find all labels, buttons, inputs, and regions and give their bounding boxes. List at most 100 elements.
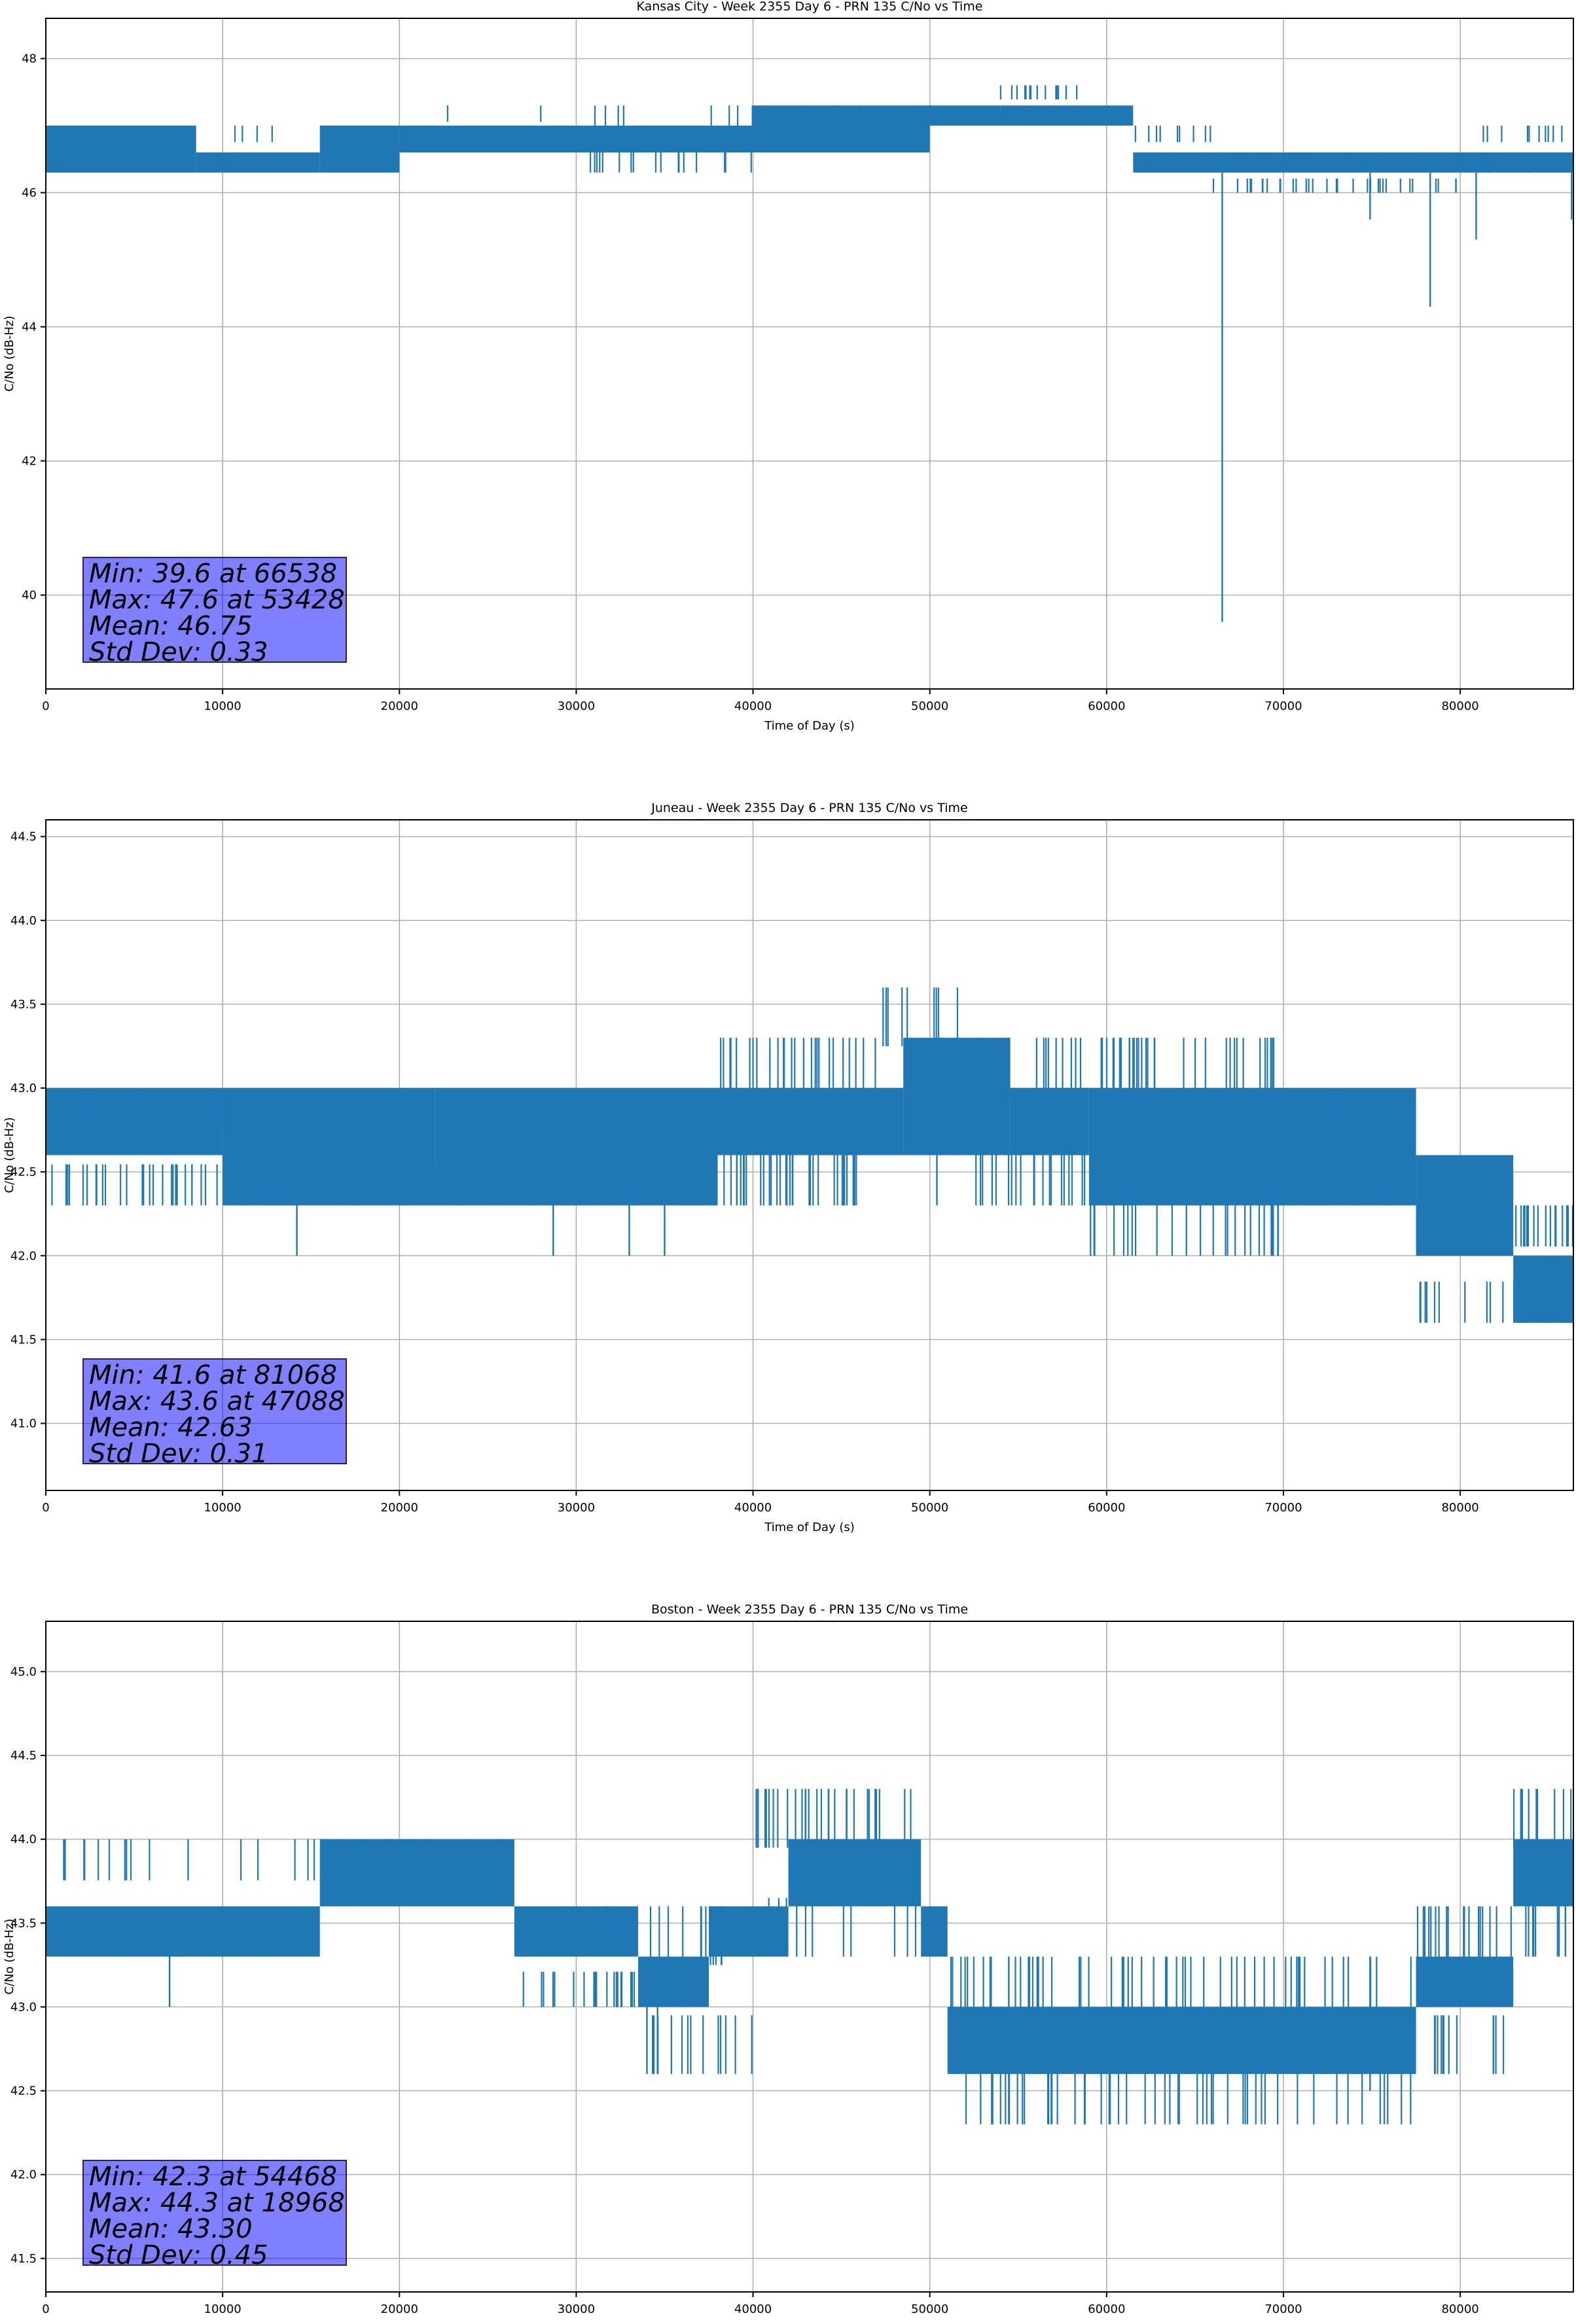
x-tick-label: 0	[42, 1501, 49, 1515]
stats-line: Max: 44.3 at 18968	[89, 2188, 345, 2218]
x-tick-label: 40000	[734, 699, 772, 713]
y-tick-label: 43.0	[10, 1082, 37, 1095]
data-band	[637, 1956, 709, 2007]
y-tick-label: 44.5	[10, 830, 37, 844]
x-tick-label: 60000	[1088, 699, 1125, 713]
axes-frame	[45, 18, 1574, 690]
y-tick-label: 44.0	[10, 914, 37, 928]
stats-line: Mean: 43.30	[89, 2214, 253, 2244]
stats-line: Mean: 42.63	[89, 1413, 253, 1443]
stats-line: Std Dev: 0.33	[89, 637, 268, 667]
x-tick-label: 20000	[381, 1501, 418, 1515]
y-tick-label: 43.5	[10, 1916, 37, 1930]
data-band	[1000, 105, 1134, 126]
y-tick-label: 40	[22, 589, 37, 603]
chart-panel: 0 10000 20000 30000 40000 50000 60000 70000 8000…	[3, 0, 1574, 733]
axes-frame	[45, 819, 1574, 1491]
x-tick-label: 50000	[911, 2302, 948, 2316]
y-axis-label: C/No (dB-Hz)	[3, 1117, 16, 1193]
data-band	[46, 1088, 223, 1155]
y-tick-label: 42.0	[10, 2168, 37, 2182]
data-band	[319, 1839, 514, 1907]
data-band	[903, 1038, 1010, 1155]
stats-box: Min: 39.6 at 66538 Max: 47.6 at 53428 Mean…	[82, 557, 347, 667]
chart-panel: 0 10000 20000 30000 40000 50000 60000 70000 8000…	[3, 1602, 1574, 2324]
y-tick-label: 43.5	[10, 998, 37, 1012]
stats-line: Max: 43.6 at 47088	[89, 1386, 345, 1417]
data-band	[753, 105, 930, 152]
data-band	[947, 2007, 1416, 2074]
y-tick-label: 42	[22, 455, 37, 468]
stats-line: Mean: 46.75	[89, 611, 253, 641]
data-band	[1513, 1839, 1573, 1907]
chart-panel: 0 10000 20000 30000 40000 50000 60000 70000 8000…	[3, 801, 1574, 1534]
x-tick-label: 70000	[1264, 699, 1302, 713]
x-tick-label: 50000	[911, 699, 948, 713]
data-band	[921, 1906, 948, 1957]
y-axis-label: C/No (dB-Hz)	[3, 1918, 16, 1994]
data-band	[46, 126, 196, 173]
chart-title: Boston - Week 2355 Day 6 - PRN 135 C/No …	[651, 1602, 968, 1617]
x-tick-label: 30000	[558, 2302, 595, 2316]
x-tick-label: 40000	[734, 1501, 772, 1515]
x-tick-label: 20000	[381, 699, 418, 713]
x-tick-label: 60000	[1088, 2302, 1125, 2316]
chart-title: Juneau - Week 2355 Day 6 - PRN 135 C/No …	[651, 801, 968, 815]
x-tick-label: 80000	[1441, 2302, 1478, 2316]
data-series	[46, 85, 1573, 622]
x-tick-label: 10000	[204, 2302, 242, 2316]
stats-line: Max: 47.6 at 53428	[89, 585, 345, 615]
x-tick-label: 30000	[558, 699, 595, 713]
data-band	[1009, 1088, 1089, 1155]
x-tick-label: 80000	[1441, 699, 1478, 713]
data-band	[319, 126, 400, 173]
chart-title: Kansas City - Week 2355 Day 6 - PRN 135 …	[637, 0, 983, 14]
stats-box: Min: 42.3 at 54468 Max: 44.3 at 18968 Mean…	[82, 2160, 347, 2270]
y-tick-label: 42.0	[10, 1249, 37, 1263]
x-tick-label: 60000	[1088, 1501, 1125, 1515]
stats-line: Min: 42.3 at 54468	[89, 2162, 338, 2192]
y-tick-label: 41.0	[10, 1417, 37, 1431]
x-tick-label: 10000	[204, 699, 242, 713]
x-tick-label: 80000	[1441, 1501, 1478, 1515]
y-axis-label: C/No (dB-Hz)	[3, 315, 16, 391]
x-axis-label: Time of Day (s)	[764, 1521, 855, 1534]
x-tick-label: 50000	[911, 1501, 948, 1515]
data-band	[514, 1906, 638, 1957]
x-tick-label: 0	[42, 699, 49, 713]
data-band	[399, 126, 577, 152]
x-tick-label: 20000	[381, 2302, 418, 2316]
data-series	[46, 1789, 1573, 2124]
x-axis-label: Time of Day (s)	[764, 719, 855, 733]
stats-line: Min: 39.6 at 66538	[89, 559, 338, 589]
stats-box: Min: 41.6 at 81068 Max: 43.6 at 47088 Mean…	[82, 1358, 347, 1469]
x-tick-label: 0	[42, 2302, 49, 2316]
x-tick-label: 70000	[1264, 1501, 1302, 1515]
y-tick-label: 41.5	[10, 1333, 37, 1347]
stats-line: Min: 41.6 at 81068	[89, 1360, 338, 1390]
axes-frame	[45, 1621, 1574, 2293]
stats-line: Std Dev: 0.45	[89, 2240, 268, 2270]
data-band	[46, 1906, 320, 1957]
x-tick-label: 70000	[1264, 2302, 1302, 2316]
y-tick-label: 44.5	[10, 1749, 37, 1763]
data-series	[46, 987, 1573, 1323]
data-band	[1088, 1088, 1416, 1206]
y-tick-label: 43.0	[10, 2000, 37, 2014]
y-tick-label: 41.5	[10, 2252, 37, 2266]
data-band	[1416, 1155, 1514, 1256]
x-tick-label: 30000	[558, 1501, 595, 1515]
data-band	[576, 126, 753, 152]
x-tick-label: 10000	[204, 1501, 242, 1515]
y-tick-label: 45.0	[10, 1665, 37, 1679]
y-tick-label: 46	[22, 186, 37, 200]
data-band	[196, 152, 320, 173]
y-tick-label: 42.5	[10, 1165, 37, 1179]
y-tick-label: 44	[22, 321, 37, 334]
y-tick-label: 42.5	[10, 2085, 37, 2098]
stats-line: Std Dev: 0.31	[89, 1439, 268, 1469]
data-band	[788, 1839, 922, 1907]
data-band	[717, 1088, 904, 1155]
